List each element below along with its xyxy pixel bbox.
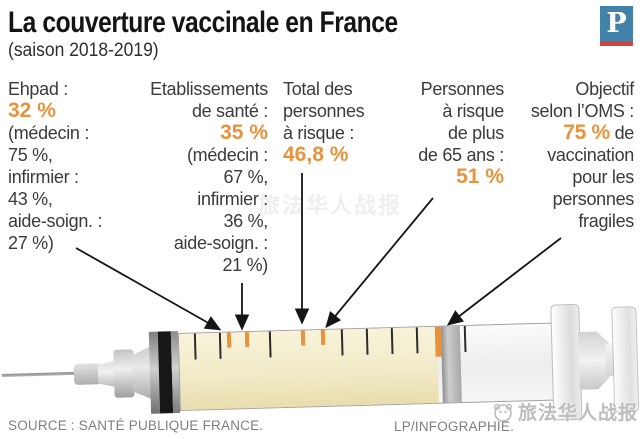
stat-line: 46,8 % bbox=[283, 143, 349, 166]
needle-hub-collar bbox=[113, 349, 135, 398]
stat-line: 75 %, bbox=[8, 145, 53, 165]
stat-line: Ehpad : bbox=[8, 79, 68, 99]
stat-line: (médecin : bbox=[8, 123, 90, 143]
needle bbox=[1, 371, 80, 377]
source-text: SOURCE : SANTÉ PUBLIQUE FRANCE. bbox=[8, 418, 264, 433]
stat-line-suffix: de bbox=[609, 123, 635, 143]
stat-line: aide-soign. : bbox=[8, 211, 103, 231]
stat-line: de plus bbox=[448, 123, 504, 143]
stat-line: Personnes bbox=[420, 79, 505, 99]
stat-line: 75 % de bbox=[514, 122, 634, 144]
page-subtitle: (saison 2018-2019) bbox=[8, 40, 159, 61]
stat-line: 35 % bbox=[220, 121, 268, 144]
stat-line: à risque : bbox=[283, 123, 355, 143]
logo-letter: P bbox=[606, 7, 627, 39]
watermark-badge: 旅法华人战报 bbox=[492, 398, 638, 425]
stat-line: Etablissements bbox=[150, 79, 268, 99]
watermark-text: 旅法华人战报 bbox=[518, 403, 639, 424]
stat-column-etablissements-de-sante: Etablissements de santé :35 % (médecin :67… bbox=[122, 78, 268, 276]
stat-line: vaccination bbox=[547, 145, 634, 165]
stat-line: 21 %) bbox=[222, 255, 268, 275]
stat-line: personnes bbox=[552, 189, 635, 209]
stat-line: 27 %) bbox=[8, 233, 54, 253]
stat-line: (médecin : bbox=[186, 145, 268, 165]
stat-column-ehpad: Ehpad :32 % (médecin :75 %, infirmier :43 … bbox=[8, 78, 112, 254]
stat-value: 75 % bbox=[563, 121, 610, 144]
stat-line: de santé : bbox=[191, 101, 268, 121]
stat-column-personnes-plus-65-ans: Personnes à risque de plus de 65 ans :51 % bbox=[394, 78, 504, 188]
page-title: La couverture vaccinale en France bbox=[8, 6, 398, 39]
stat-line: 43 %, bbox=[8, 189, 53, 209]
stat-line: personnes bbox=[283, 101, 365, 121]
stat-line: fragiles bbox=[578, 211, 634, 231]
stat-line: selon l’OMS : bbox=[530, 101, 634, 121]
stat-line: infirmier : bbox=[8, 167, 79, 187]
scale-tick-black bbox=[463, 325, 467, 353]
scale-tick-orange bbox=[244, 332, 250, 348]
stat-line: infirmier : bbox=[197, 189, 268, 209]
stat-line: Objectif bbox=[575, 79, 634, 99]
stat-column-total-personnes-a-risque: Total des personnes à risque :46,8 % bbox=[283, 78, 387, 166]
stat-line: 67 %, bbox=[223, 167, 268, 187]
stat-line: de 65 ans : bbox=[418, 145, 504, 165]
plunger-stopper bbox=[440, 326, 462, 403]
stat-line: aide-soign. : bbox=[173, 233, 268, 253]
stat-column-objectif-oms: Objectif selon l’OMS :75 % de vaccination p… bbox=[514, 78, 634, 232]
mascot-icon bbox=[493, 403, 513, 422]
stat-line: Total des bbox=[283, 79, 353, 99]
arrow-plus-65-ans bbox=[325, 197, 434, 329]
stat-line: 36 %, bbox=[223, 211, 268, 231]
le-parisien-logo: P bbox=[600, 6, 633, 46]
stat-line: 51 % bbox=[456, 165, 504, 188]
scale-tick-orange bbox=[320, 329, 326, 346]
arrow-objectif-oms bbox=[446, 237, 562, 326]
scale-tick-orange bbox=[226, 332, 232, 348]
center-watermark-text: 旅法华人战报 bbox=[258, 193, 403, 218]
stat-line: pour les bbox=[572, 167, 634, 187]
stat-line: 32 % bbox=[8, 99, 56, 122]
vaccine-liquid-fill bbox=[178, 326, 439, 410]
credit-text: LP/INFOGRAPHIE. bbox=[394, 419, 515, 434]
stat-line: à risque bbox=[442, 101, 504, 121]
scale-tick-orange bbox=[300, 330, 306, 346]
plunger-thumb-rest bbox=[611, 306, 640, 413]
